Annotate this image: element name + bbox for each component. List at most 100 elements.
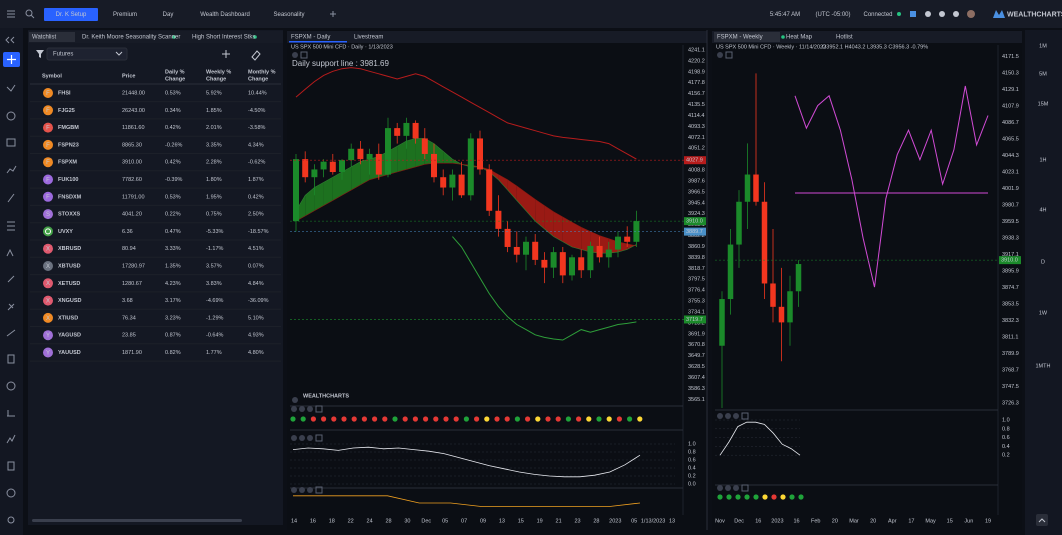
watchlist-tab[interactable]: Dr. Keith Moore Seasonality Scanner	[82, 35, 180, 41]
candle-body	[532, 241, 539, 260]
y-tick-label: 0.8	[688, 449, 696, 455]
chart-tab[interactable]: FSPXM - Daily	[291, 35, 330, 41]
symbol[interactable]: XETUSD	[58, 281, 80, 287]
x-tick-label: 21	[556, 518, 562, 524]
signal-dot	[576, 416, 582, 422]
symbol[interactable]: FNSDXM	[58, 194, 82, 200]
signal-dot	[762, 494, 768, 500]
timeframe-button[interactable]: D	[1041, 259, 1045, 265]
candle-body	[761, 201, 768, 284]
oscillator-line	[719, 421, 801, 456]
search-icon[interactable]	[25, 9, 35, 19]
signal-dot	[494, 416, 500, 422]
chart-tab[interactable]: Hotlist	[836, 35, 853, 41]
symbol[interactable]: XBTUSD	[58, 263, 81, 269]
timeframe-button[interactable]: 1W	[1039, 310, 1048, 316]
scroll-top-button[interactable]	[1036, 514, 1048, 526]
add-symbol[interactable]	[222, 50, 230, 58]
chart-tab[interactable]: Livestream	[354, 35, 383, 41]
drawing-tools[interactable]	[6, 84, 17, 524]
y-tick-label: 3959.5	[1002, 219, 1019, 225]
candle-body	[412, 122, 419, 139]
filter-dropdown[interactable]	[46, 47, 128, 61]
change-weekly: 3.57%	[206, 263, 222, 269]
symbol[interactable]: XNGUSD	[58, 298, 82, 304]
toolbar-icons[interactable]	[910, 10, 1005, 18]
chart-annotation: Daily support line : 3981.69	[292, 59, 390, 68]
price-badge-label: 3889.7	[686, 229, 703, 235]
timeframe-button[interactable]: 15M	[1038, 101, 1049, 107]
filter-value[interactable]: Futures	[53, 52, 73, 58]
signal-dot	[780, 494, 786, 500]
symbol[interactable]: YAUUSD	[58, 350, 81, 356]
column-header: Monthly %	[248, 69, 276, 75]
symbol-icon-letter: Y	[46, 350, 50, 356]
candle-body	[302, 159, 309, 178]
y-tick-label: 3797.5	[688, 277, 705, 283]
change-daily: -0.26%	[165, 142, 183, 148]
symbol[interactable]: XTIUSD	[58, 315, 78, 321]
watchlist-tab[interactable]: High Short Interest Stks	[192, 35, 255, 41]
signal-dot	[596, 416, 602, 422]
menu-icon[interactable]	[7, 10, 15, 18]
ma-ribbon	[562, 216, 572, 247]
symbol[interactable]: FSPN23	[58, 142, 79, 148]
add-icon	[7, 55, 16, 64]
y-tick-label: 3776.4	[688, 288, 705, 294]
candle-body	[541, 259, 548, 268]
signal-dot	[535, 416, 541, 422]
sidebar-collapse[interactable]	[5, 36, 15, 44]
symbol[interactable]: STOXXS	[58, 212, 81, 218]
ma-ribbon	[406, 138, 416, 170]
signal-dot	[310, 416, 316, 422]
signal-dot	[453, 416, 459, 422]
tab[interactable]: Day	[163, 12, 174, 18]
column-header: Change	[206, 76, 226, 82]
symbol[interactable]: YAGUSD	[58, 333, 81, 339]
timeframe-button[interactable]: 1M	[1039, 43, 1047, 49]
signal-dot	[423, 416, 429, 422]
change-monthly: 1.87%	[248, 177, 264, 183]
timeframe-button[interactable]: 4H	[1039, 207, 1046, 213]
timeframe-button[interactable]: 1H	[1039, 157, 1046, 163]
y-tick-label: 3895.9	[1002, 269, 1019, 275]
change-monthly: -0.62%	[248, 160, 266, 166]
tab[interactable]: Dr. K Setup	[56, 12, 87, 18]
timeframe-sidebar	[1025, 30, 1062, 535]
signal-dot	[637, 416, 643, 422]
chart-tab[interactable]: Heat Map	[786, 35, 813, 41]
change-weekly: 3.35%	[206, 142, 222, 148]
change-weekly: 1.95%	[206, 194, 222, 200]
symbol[interactable]: UVXY	[58, 229, 73, 235]
timeframe-button[interactable]: 1MTH	[1036, 363, 1051, 369]
scrollbar[interactable]	[32, 519, 242, 522]
symbol[interactable]: XBRUSD	[58, 246, 81, 252]
tab[interactable]: Premium	[113, 12, 137, 18]
symbol[interactable]: FUK100	[58, 177, 78, 183]
symbol-icon-letter: X	[46, 264, 50, 270]
tab[interactable]: Wealth Dashboard	[200, 12, 250, 18]
filter-icon[interactable]	[36, 50, 44, 58]
change-weekly: -5.33%	[206, 229, 224, 235]
symbol-icon-letter: Y	[46, 333, 50, 339]
symbol[interactable]: FJG25	[58, 108, 75, 114]
signal-dot	[361, 416, 367, 422]
x-tick-label: Dec	[734, 518, 744, 524]
tab[interactable]: Seasonality	[273, 12, 304, 18]
candle-body	[458, 174, 465, 196]
change-monthly: 0.07%	[248, 263, 264, 269]
symbol[interactable]: FMGBM	[58, 125, 79, 131]
add-tab[interactable]	[330, 11, 336, 17]
y-tick-label: 3734.1	[688, 309, 705, 315]
watchlist-tab[interactable]: Watchlist	[32, 35, 56, 41]
y-tick-label: 3945.4	[688, 200, 705, 206]
clear-icon[interactable]	[251, 50, 261, 61]
symbol[interactable]: FHSI	[58, 90, 71, 96]
chart-controls[interactable]	[291, 51, 749, 494]
chart-tab[interactable]: FSPXM - Weekly	[717, 35, 763, 41]
symbol[interactable]: FSPXM	[58, 160, 77, 166]
column-header: Symbol	[42, 73, 62, 79]
timeframe-button[interactable]: 5M	[1039, 71, 1047, 77]
